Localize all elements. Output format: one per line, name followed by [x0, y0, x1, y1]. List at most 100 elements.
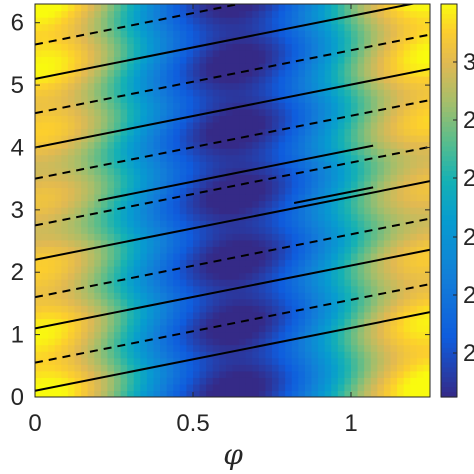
heatmap-cell	[377, 285, 385, 293]
heatmap-cell	[35, 305, 43, 313]
heatmap-cell	[272, 252, 280, 261]
heatmap-cell	[54, 17, 62, 25]
heatmap-cell	[311, 95, 319, 103]
heatmap-cell	[153, 259, 161, 267]
solid-contour-line	[35, 67, 430, 149]
heatmap-cell	[351, 167, 359, 175]
heatmap-cell	[193, 141, 201, 149]
heatmap-cell	[107, 43, 115, 51]
heatmap-cell	[153, 318, 161, 326]
heatmap-cell	[383, 311, 392, 319]
heatmap-cell	[357, 4, 365, 12]
heatmap-cell	[278, 56, 286, 64]
heatmap-cell	[410, 200, 418, 208]
heatmap-cell	[166, 226, 174, 234]
heatmap-cell	[383, 318, 392, 326]
heatmap-cell	[364, 298, 372, 306]
heatmap-cell	[186, 36, 194, 44]
heatmap-cell	[41, 82, 49, 90]
heatmap-cell	[423, 167, 430, 175]
heatmap-cell	[114, 259, 122, 267]
heatmap-cell	[364, 36, 372, 44]
heatmap-cell	[100, 180, 109, 188]
heatmap-cell	[258, 207, 267, 215]
heatmap-cell	[318, 187, 326, 195]
heatmap-cell	[153, 364, 161, 372]
heatmap-cell	[74, 180, 82, 188]
heatmap-cell	[410, 259, 418, 267]
heatmap-cell	[107, 272, 115, 280]
heatmap-cell	[81, 259, 89, 267]
heatmap-cell	[357, 279, 365, 287]
heatmap-cell	[252, 226, 260, 234]
heatmap-cell	[318, 357, 326, 365]
heatmap-cell	[54, 239, 62, 247]
heatmap-cell	[173, 43, 181, 51]
heatmap-cell	[67, 36, 76, 44]
heatmap-cell	[54, 49, 62, 57]
heatmap-cell	[245, 266, 253, 274]
heatmap-cell	[397, 49, 405, 57]
heatmap-cell	[252, 233, 260, 241]
heatmap-cell	[304, 246, 313, 254]
heatmap-cell	[100, 89, 109, 97]
heatmap-cell	[212, 272, 220, 280]
heatmap-cell	[100, 246, 109, 254]
heatmap-cell	[140, 108, 148, 116]
colorbar-segment	[441, 126, 457, 133]
heatmap-cell	[239, 383, 247, 392]
heatmap-cell	[331, 43, 339, 51]
heatmap-cell	[285, 193, 293, 202]
heatmap-cell	[318, 351, 326, 359]
heatmap-cell	[153, 200, 161, 208]
heatmap-cell	[245, 220, 253, 228]
heatmap-cell	[107, 89, 115, 97]
heatmap-cell	[397, 318, 405, 326]
heatmap-cell	[403, 30, 411, 38]
heatmap-cell	[153, 207, 161, 215]
heatmap-cell	[311, 102, 319, 110]
heatmap-cell	[265, 167, 273, 175]
heatmap-cell	[179, 351, 188, 359]
heatmap-cell	[133, 56, 141, 64]
heatmap-cell	[127, 23, 135, 31]
heatmap-cell	[140, 377, 148, 385]
heatmap-cell	[311, 266, 319, 274]
heatmap-cell	[186, 383, 194, 392]
heatmap-cell	[324, 279, 332, 287]
heatmap-cell	[94, 272, 102, 280]
heatmap-cell	[370, 174, 378, 182]
heatmap-cell	[100, 324, 109, 333]
heatmap-cell	[239, 108, 247, 116]
heatmap-cell	[324, 161, 332, 169]
heatmap-cell	[54, 207, 62, 215]
heatmap-cell	[423, 76, 430, 84]
heatmap-cell	[219, 220, 227, 228]
colorbar-segment	[441, 112, 457, 118]
heatmap-cell	[166, 252, 174, 261]
heatmap-cell	[377, 292, 385, 300]
heatmap-cell	[291, 207, 299, 215]
heatmap-cell	[232, 193, 240, 202]
heatmap-cell	[252, 43, 260, 51]
heatmap-cell	[193, 49, 201, 57]
heatmap-cell	[133, 390, 141, 397]
heatmap-cell	[383, 23, 392, 31]
heatmap-cell	[120, 154, 128, 162]
heatmap-cell	[140, 239, 148, 247]
heatmap-cell	[311, 128, 319, 136]
heatmap-cell	[370, 383, 378, 392]
heatmap-cell	[114, 226, 122, 234]
heatmap-cell	[199, 364, 207, 372]
heatmap-cell	[133, 43, 141, 51]
heatmap-cell	[140, 233, 148, 241]
colorbar-segment	[441, 298, 457, 305]
heatmap-cell	[285, 95, 293, 103]
heatmap-cell	[160, 364, 168, 372]
heatmap-cell	[318, 252, 326, 261]
heatmap-cell	[364, 279, 372, 287]
heatmap-cell	[74, 279, 82, 287]
heatmap-cell	[410, 305, 418, 313]
heatmap-cell	[225, 364, 234, 372]
heatmap-cell	[265, 23, 273, 31]
